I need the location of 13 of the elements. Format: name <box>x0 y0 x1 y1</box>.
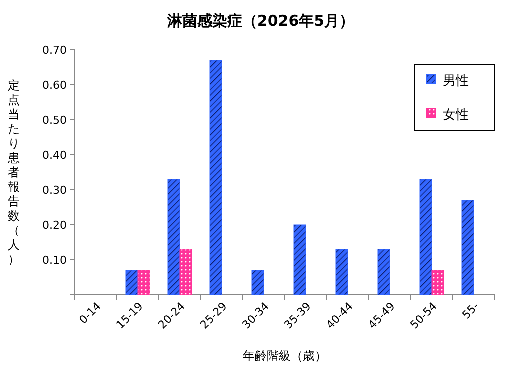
y-tick-label: 0.70 <box>42 44 67 57</box>
x-tick-label: 55- <box>460 300 482 322</box>
legend-label: 男性 <box>443 74 469 89</box>
y-tick-label: 0.10 <box>42 254 67 267</box>
y-tick-label: 0.40 <box>42 149 67 162</box>
y-tick-label: 0.50 <box>42 114 67 127</box>
y-tick-label: 0.20 <box>42 219 67 232</box>
y-tick-label: 0.30 <box>42 184 67 197</box>
x-axis-title: 年齢階級（歳） <box>243 349 327 363</box>
text: 定点当たり患者報告数（人） <box>8 78 20 266</box>
y-tick-label: 0.60 <box>42 79 67 92</box>
chart-title: 淋菌感染症（2026年5月） <box>166 12 355 30</box>
legend-label: 女性 <box>443 108 469 123</box>
